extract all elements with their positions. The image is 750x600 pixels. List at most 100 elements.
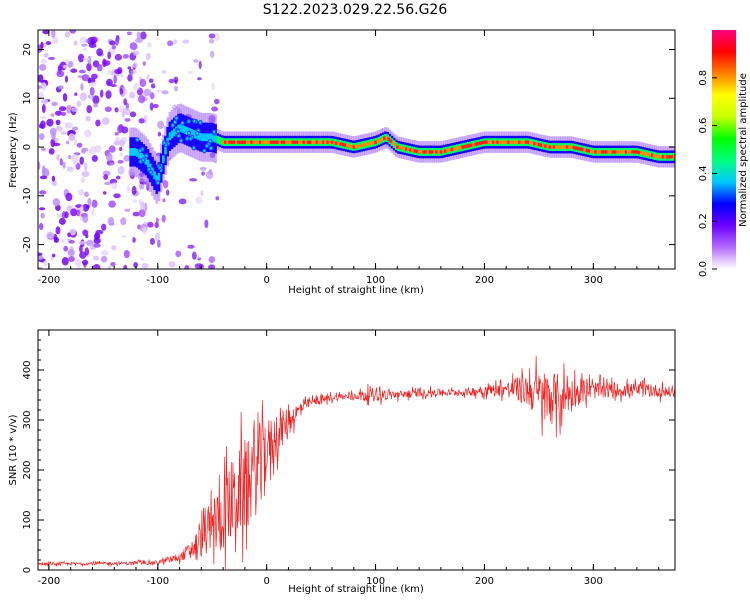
- noise-blob: [123, 98, 127, 106]
- noise-blob: [101, 223, 107, 231]
- noise-blob: [60, 238, 65, 243]
- noise-blob: [110, 261, 116, 267]
- ridge-core: [298, 140, 301, 144]
- noise-blob: [67, 60, 74, 68]
- noise-blob: [85, 39, 89, 43]
- ridge-core: [470, 143, 473, 147]
- noise-blob: [81, 43, 88, 47]
- ridge-core: [265, 140, 269, 144]
- ridge-core: [494, 140, 497, 144]
- noise-blob: [89, 243, 94, 251]
- ridge-core: [311, 140, 314, 144]
- ridge-core: [391, 141, 395, 145]
- noise-blob: [138, 118, 145, 124]
- ridge-core: [346, 143, 349, 148]
- ridge-core: [657, 155, 661, 159]
- noise-blob: [132, 237, 136, 243]
- ridge-blob-core: [199, 121, 202, 124]
- ridge-core: [618, 150, 621, 154]
- ridge-mid: [212, 133, 215, 142]
- noise-blob: [40, 41, 44, 49]
- ridge-core: [402, 146, 406, 151]
- noise-blob: [41, 165, 46, 174]
- noise-blob: [191, 251, 197, 260]
- noise-blob: [74, 258, 82, 267]
- ridge-core: [420, 150, 423, 154]
- ridge-core: [624, 150, 628, 154]
- ridge-core: [563, 145, 567, 149]
- noise-blob: [200, 190, 204, 197]
- ridge-mid: [157, 172, 161, 181]
- ridge-core: [328, 140, 332, 144]
- noise-blob: [208, 169, 213, 175]
- noise-blob: [119, 146, 123, 152]
- ridge-core: [315, 140, 319, 144]
- noise-blob: [70, 107, 79, 112]
- ridge-core: [359, 143, 362, 148]
- noise-blob: [166, 189, 170, 196]
- ridge-core: [435, 150, 438, 154]
- ridge-core: [542, 143, 545, 148]
- noise-blob: [111, 245, 117, 251]
- noise-blob: [105, 152, 113, 162]
- spectrogram-plot-area: [38, 30, 675, 269]
- noise-blob: [67, 249, 75, 257]
- x-tick-label: -200: [38, 275, 61, 286]
- noise-blob: [175, 250, 182, 258]
- noise-blob: [87, 198, 92, 206]
- ridge-core: [585, 148, 589, 153]
- snr-x-axis-label: Height of straight line (km): [288, 584, 424, 595]
- noise-blob: [58, 106, 67, 112]
- ridge-mid: [196, 131, 200, 140]
- noise-blob: [113, 193, 121, 199]
- noise-blob: [118, 73, 125, 78]
- ridge-core: [254, 140, 258, 144]
- snr-plot-area: [38, 355, 675, 569]
- x-tick-label: -100: [146, 275, 169, 286]
- noise-blob: [39, 175, 48, 180]
- ridge-core: [444, 149, 447, 153]
- noise-blob: [84, 162, 88, 171]
- ridge-core: [548, 145, 552, 149]
- ridge-core: [465, 144, 469, 148]
- ridge-core: [592, 150, 595, 154]
- ridge-core: [339, 142, 343, 146]
- ridge-core: [319, 140, 323, 144]
- noise-blob: [65, 140, 70, 145]
- ridge-core: [291, 140, 295, 144]
- noise-blob: [92, 243, 101, 248]
- x-tick-label: -100: [146, 576, 169, 587]
- noise-blob: [38, 252, 43, 256]
- noise-blob: [74, 138, 78, 146]
- noise-blob: [38, 222, 44, 231]
- ridge-core: [313, 140, 316, 144]
- noise-blob: [91, 207, 95, 217]
- colorbar-label: Normalized spectral amplitude: [738, 73, 749, 227]
- noise-blob: [38, 207, 46, 211]
- noise-blob: [101, 117, 110, 125]
- noise-blob: [111, 45, 117, 50]
- ridge-core: [620, 150, 624, 154]
- noise-blob: [46, 231, 55, 239]
- ridge-core: [322, 140, 325, 144]
- noise-blob: [140, 201, 146, 211]
- noise-blob: [41, 98, 49, 105]
- ridge-core: [239, 140, 242, 144]
- ridge-core: [570, 145, 573, 149]
- ridge-mid: [129, 148, 132, 156]
- ridge-core: [574, 146, 578, 150]
- noise-blob: [128, 91, 136, 99]
- noise-blob: [79, 156, 84, 165]
- noise-blob: [75, 162, 81, 171]
- noise-blob: [82, 214, 89, 223]
- ridge-core: [555, 145, 558, 149]
- ridge-blob-core: [188, 131, 191, 135]
- noise-blob: [38, 161, 41, 170]
- x-tick-label: 300: [584, 576, 603, 587]
- noise-blob: [39, 120, 46, 129]
- y-tick-label: -10: [22, 188, 33, 204]
- colorbar-gradient: [712, 30, 736, 269]
- noise-blob: [121, 235, 127, 239]
- ridge-blob-core: [139, 149, 142, 152]
